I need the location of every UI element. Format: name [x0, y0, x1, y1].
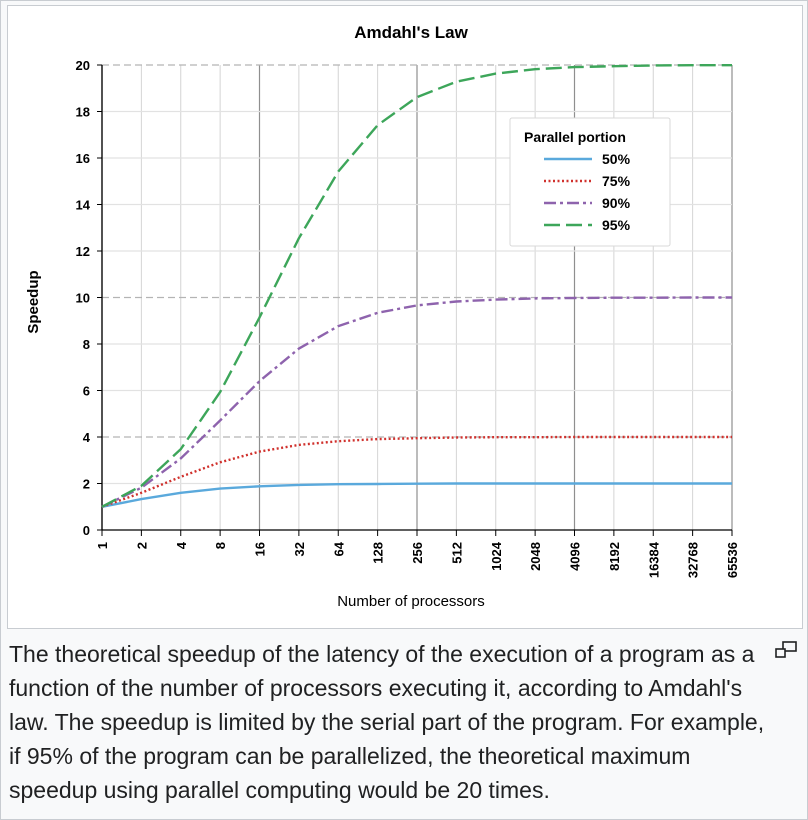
y-tick-label: 0	[83, 523, 90, 538]
x-tick-label: 256	[410, 542, 425, 564]
y-tick-label: 14	[76, 198, 91, 213]
x-tick-label: 512	[449, 542, 464, 564]
y-tick-label: 18	[76, 105, 90, 120]
x-tick-label: 64	[331, 541, 346, 556]
legend-label: 75%	[602, 173, 631, 189]
x-tick-label: 4096	[568, 542, 583, 571]
x-tick-label: 4	[174, 541, 189, 549]
x-tick-label: 32	[292, 542, 307, 556]
y-tick-label: 2	[83, 477, 90, 492]
x-tick-label: 2048	[528, 542, 543, 571]
enlarge-icon[interactable]	[774, 640, 798, 660]
series-line-50pct	[101, 482, 732, 508]
y-tick-label: 12	[76, 244, 90, 259]
y-tick-label: 16	[76, 151, 90, 166]
x-tick-label: 8192	[607, 542, 622, 571]
x-tick-label: 32768	[686, 542, 701, 578]
y-tick-label: 6	[83, 384, 90, 399]
series-line-75pct	[101, 435, 732, 508]
x-tick-label: 1024	[489, 541, 504, 571]
x-tick-label: 128	[371, 542, 386, 564]
chart-image[interactable]: 0 2 4 6 8 10 12 14 16 18 20 1 2 4 8 16 32 64 128 256 512 1024…	[7, 5, 803, 629]
x-tick-label: 16384	[646, 541, 661, 578]
x-tick-label: 8	[213, 542, 228, 549]
y-axis-label: Speedup	[25, 270, 42, 333]
x-axis-label: Number of processors	[337, 593, 485, 610]
y-tick-label: 10	[76, 291, 90, 306]
x-tick-label: 65536	[725, 542, 740, 578]
series-line-90pct	[101, 296, 732, 508]
chart-title: Amdahl's Law	[354, 23, 468, 42]
legend: Parallel portion 50% 75% 90% 95%	[509, 117, 671, 247]
y-tick-label: 20	[76, 58, 90, 73]
x-tick-label: 2	[134, 542, 149, 549]
legend-title: Parallel portion	[524, 129, 626, 145]
y-tick-label: 4	[83, 430, 91, 445]
x-tick-label: 16	[253, 542, 268, 556]
legend-label: 50%	[602, 151, 631, 167]
x-tick-label: 1	[95, 542, 110, 549]
legend-label: 90%	[602, 195, 631, 211]
legend-label: 95%	[602, 217, 631, 233]
series	[101, 64, 732, 508]
series-line-95pct	[101, 64, 732, 508]
figure-caption: The theoretical speedup of the latency o…	[9, 641, 765, 803]
y-tick-label: 8	[83, 337, 90, 352]
